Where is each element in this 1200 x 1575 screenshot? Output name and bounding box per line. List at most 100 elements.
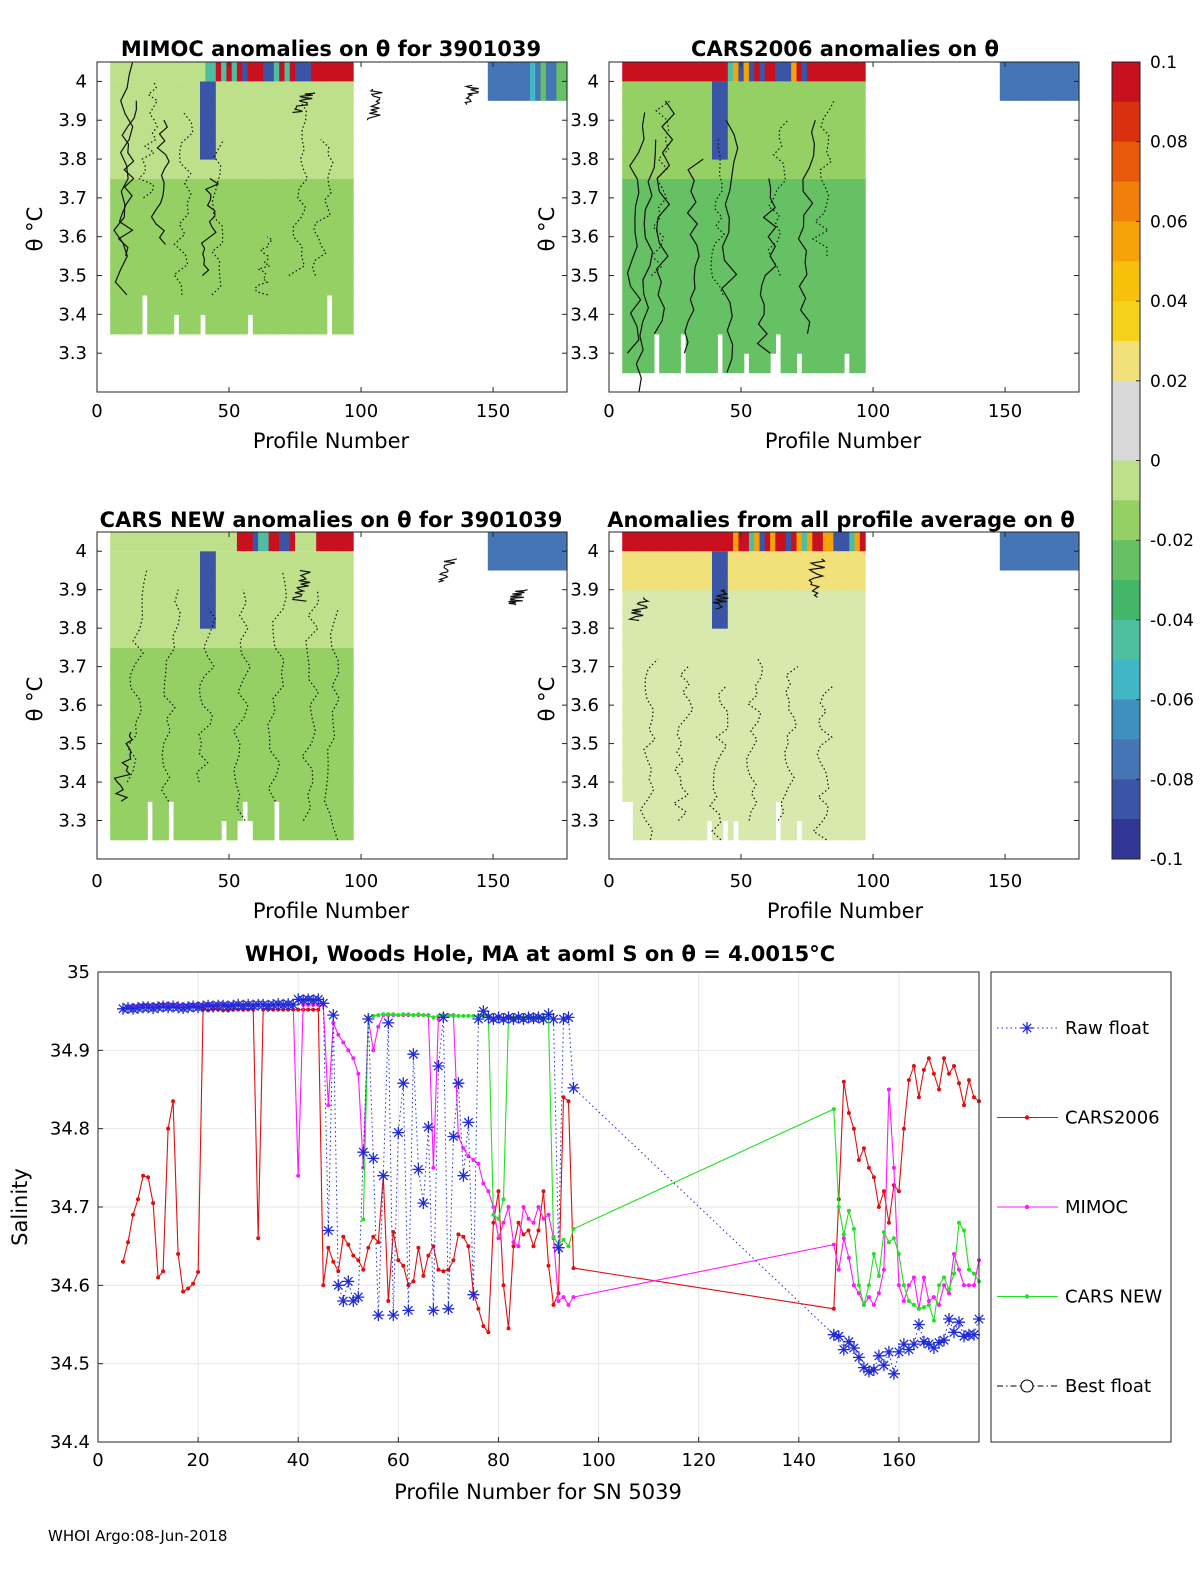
anomaly-cell (545, 62, 552, 101)
anomaly-cell (110, 589, 117, 610)
anomaly-cell (791, 762, 798, 783)
data-point-mimoc (511, 1240, 516, 1245)
anomaly-cell (157, 551, 164, 571)
anomaly-cell (807, 139, 813, 160)
anomaly-cell (295, 294, 301, 315)
anomaly-cell (801, 275, 808, 296)
anomaly-cell (754, 217, 761, 238)
anomaly-cell (727, 743, 734, 764)
anomaly-cell (696, 81, 702, 102)
anomaly-cell (284, 743, 291, 764)
anomaly-cell (326, 197, 333, 218)
anomaly-cell (221, 608, 227, 629)
anomaly-cell (342, 100, 349, 121)
anomaly-cell (221, 743, 227, 764)
panel-title-cars-new: CARS NEW anomalies on θ for 3901039 (100, 508, 563, 532)
anomaly-cell (812, 782, 819, 802)
anomaly-cell (849, 801, 856, 822)
anomaly-cell (659, 217, 666, 238)
anomaly-cell (120, 314, 127, 335)
x-tick-label: 0 (603, 871, 614, 892)
anomaly-cell (305, 820, 312, 841)
data-point-raw-float (968, 1328, 980, 1341)
anomaly-cell (759, 178, 766, 199)
anomaly-cell (770, 570, 776, 591)
anomaly-cell (268, 159, 275, 180)
anomaly-cell (321, 256, 328, 277)
anomaly-cell (685, 628, 692, 648)
anomaly-cell (136, 608, 143, 629)
data-point-cars2006 (321, 1283, 326, 1288)
anomaly-cell (300, 762, 307, 783)
anomaly-cell (284, 275, 291, 296)
anomaly-cell (289, 120, 296, 141)
anomaly-cell (221, 236, 227, 257)
anomaly-cell (844, 81, 850, 102)
data-point-raw-float (557, 1013, 570, 1025)
anomaly-cell (759, 647, 766, 668)
anomaly-cell (812, 178, 819, 199)
anomaly-cell (305, 197, 312, 218)
anomaly-cell (722, 62, 729, 82)
anomaly-cell (258, 628, 264, 648)
anomaly-cell (326, 685, 333, 706)
y-tick-label: 3.8 (570, 618, 599, 639)
anomaly-cell (310, 551, 317, 571)
anomaly-cell (685, 666, 692, 687)
anomaly-cell (321, 532, 328, 552)
data-point-raw-float (522, 1011, 535, 1024)
anomaly-cell (337, 178, 344, 199)
data-point-raw-float (397, 1077, 410, 1090)
anomaly-cell (733, 608, 739, 629)
anomaly-cell (247, 178, 254, 199)
data-point-raw-float (892, 1345, 905, 1358)
anomaly-cell (785, 743, 792, 764)
contour-solid (626, 112, 646, 354)
anomaly-cell (200, 685, 206, 706)
anomaly-cell (706, 782, 713, 802)
data-point-cars2006 (306, 1007, 311, 1012)
anomaly-cell (487, 62, 494, 101)
anomaly-cell (722, 333, 729, 354)
data-point-cars2006 (316, 1007, 321, 1012)
data-point-mimoc (486, 1189, 491, 1194)
anomaly-cell (173, 217, 180, 238)
anomaly-cell (669, 628, 676, 648)
anomaly-cell (801, 120, 808, 141)
heatmap-all-profile (609, 532, 1080, 859)
data-point-cars2006 (171, 1099, 176, 1104)
anomaly-cell (1010, 62, 1017, 101)
anomaly-cell (273, 314, 280, 335)
anomaly-cell (632, 628, 639, 648)
anomaly-cell (147, 724, 154, 745)
data-point-cars-new (391, 1012, 396, 1017)
anomaly-cell (807, 353, 813, 374)
anomaly-cell (337, 724, 344, 745)
anomaly-cell (168, 275, 175, 296)
anomaly-cell (279, 685, 286, 706)
x-axis-label-mimoc: Profile Number (253, 429, 410, 453)
anomaly-cell (627, 647, 634, 668)
anomaly-cell (305, 217, 312, 238)
salinity-chart: WHOI, Woods Hole, MA at aoml S on θ = 4.… (8, 942, 1172, 1504)
data-point-cars2006 (831, 1306, 836, 1311)
anomaly-cell (136, 159, 143, 180)
anomaly-cell (743, 724, 750, 745)
anomaly-cell (215, 647, 222, 668)
anomaly-cell (326, 81, 333, 102)
anomaly-cell (770, 820, 776, 841)
colorbar-tick-label: 0.08 (1150, 133, 1188, 153)
anomaly-cell (115, 801, 122, 822)
anomaly-cell (152, 608, 159, 629)
anomaly-cell (300, 743, 307, 764)
anomaly-cell (754, 705, 761, 725)
anomaly-cell (347, 743, 354, 764)
anomaly-cell (115, 120, 122, 141)
anomaly-cell (659, 197, 666, 218)
anomaly-cell (622, 589, 629, 610)
anomaly-cell (653, 782, 660, 802)
anomaly-cell (669, 762, 676, 783)
anomaly-cell (110, 159, 117, 180)
anomaly-cell (822, 120, 829, 141)
anomaly-cell (764, 353, 771, 374)
